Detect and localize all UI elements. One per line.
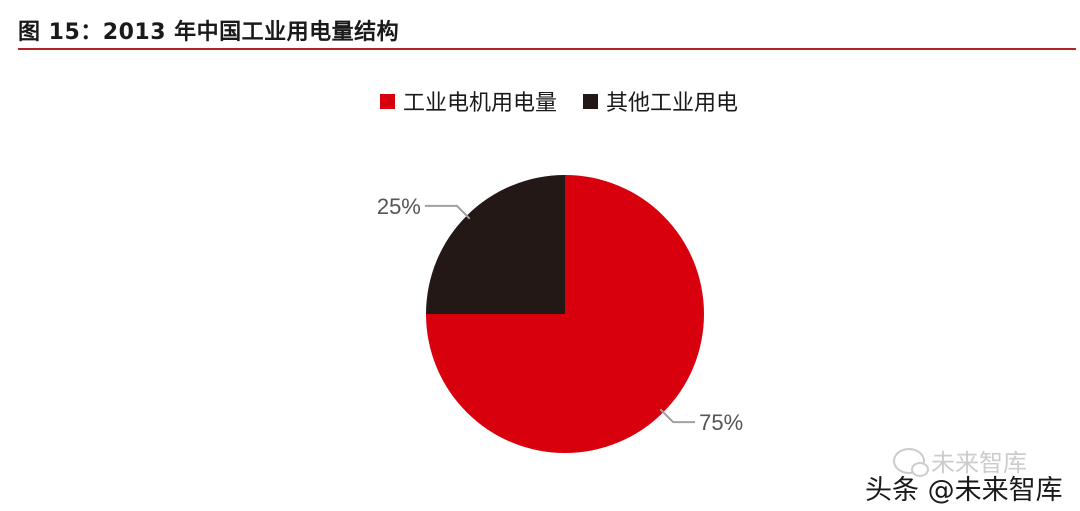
leader-line-other bbox=[424, 204, 471, 220]
legend-item-motor: 工业电机用电量 bbox=[380, 85, 557, 117]
chart-legend: 工业电机用电量 其他工业用电 bbox=[380, 86, 738, 116]
data-label-other: 25% bbox=[377, 194, 421, 219]
pie-slice-other bbox=[426, 175, 565, 314]
leader-line-motor bbox=[659, 408, 696, 424]
legend-swatch-other bbox=[583, 93, 599, 109]
legend-swatch-motor bbox=[380, 93, 395, 109]
data-label-motor: 75% bbox=[699, 410, 743, 435]
toutiao-watermark: 头条 @未来智库 bbox=[865, 475, 1063, 506]
caption-rule bbox=[18, 48, 1076, 50]
wechat-watermark-text: 未来智库 bbox=[931, 449, 1027, 477]
legend-label-other: 其他工业用电 bbox=[606, 91, 739, 116]
legend-label-motor: 工业电机用电量 bbox=[403, 91, 558, 116]
legend-item-other: 其他工业用电 bbox=[583, 85, 738, 117]
figure-caption: 图 15：2013 年中国工业用电量结构 bbox=[18, 20, 400, 45]
wechat-icon bbox=[893, 447, 929, 477]
wechat-watermark: 未来智库 bbox=[893, 443, 1027, 478]
